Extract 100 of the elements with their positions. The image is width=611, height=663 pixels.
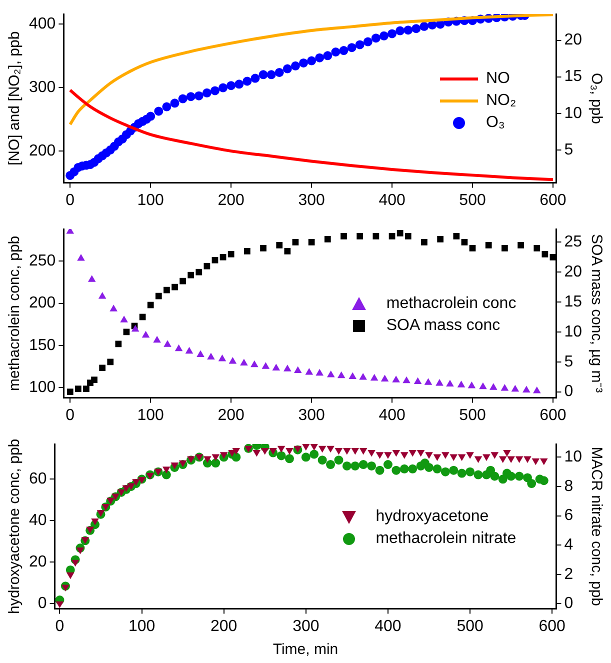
point <box>453 233 460 240</box>
point <box>404 233 412 240</box>
point <box>120 316 128 322</box>
point <box>196 268 202 276</box>
point <box>260 244 266 252</box>
point <box>185 346 194 354</box>
point <box>340 233 347 240</box>
point <box>372 233 380 240</box>
point <box>370 374 378 381</box>
y-axis-title: hydroxyacetone conc, ppb <box>6 438 24 614</box>
x-tick-label: 300 <box>298 192 326 209</box>
point <box>461 238 468 246</box>
point <box>228 357 237 364</box>
y-tick-label: 200 <box>28 294 56 312</box>
point <box>284 364 292 372</box>
x-tick-label: 0 <box>66 192 75 209</box>
x-tick-label: 500 <box>459 192 486 209</box>
point <box>348 372 356 379</box>
point <box>196 350 204 358</box>
y2-axis-title: MACR nitrate conc, ppb <box>588 446 605 606</box>
point <box>292 238 299 246</box>
point <box>402 376 410 384</box>
point <box>500 384 509 391</box>
point <box>436 378 444 386</box>
x-tick-label: 100 <box>137 406 164 424</box>
point <box>392 376 400 382</box>
x-tick-label: 600 <box>540 406 566 424</box>
point <box>490 383 498 390</box>
x-tick-label: 200 <box>218 192 245 209</box>
point <box>421 238 428 246</box>
x-axis-title: Time, min <box>272 641 338 658</box>
point <box>356 233 364 240</box>
y2-tick-label: 5 <box>564 353 574 370</box>
y2-tick-label: 15 <box>564 68 582 86</box>
point <box>244 248 250 254</box>
y-tick-label: 150 <box>28 336 56 354</box>
point <box>305 368 314 375</box>
point <box>164 340 172 347</box>
y2-tick-label: 10 <box>564 323 582 340</box>
legend-label: O₃ <box>486 113 505 134</box>
y-axis-title: methacrolein conc, ppb <box>6 236 24 391</box>
x-tick-label: 100 <box>137 192 164 209</box>
legend-label: methacrolein nitrate <box>376 529 516 550</box>
y-tick-label: 400 <box>28 16 56 33</box>
point <box>396 230 404 236</box>
point <box>479 382 487 390</box>
point <box>388 233 396 240</box>
y2-axis-title: SOA mass conc, µg m⁻³ <box>588 234 605 393</box>
point <box>250 360 258 368</box>
point <box>228 250 234 258</box>
point <box>522 386 530 392</box>
y-tick-label: 250 <box>28 252 56 270</box>
x-tick-label: 500 <box>456 618 484 635</box>
point <box>469 244 476 252</box>
point <box>532 386 541 394</box>
point <box>174 344 183 352</box>
point <box>437 236 444 242</box>
y-tick-label: 0 <box>38 595 47 612</box>
point <box>380 374 389 382</box>
point <box>534 244 540 252</box>
y2-tick-label: 25 <box>564 234 582 251</box>
point <box>308 238 315 246</box>
x-tick-label: 500 <box>459 406 486 424</box>
point <box>240 358 248 366</box>
point <box>88 275 96 282</box>
legend-label: methacrolein conc <box>386 294 516 314</box>
point <box>414 377 422 384</box>
legend-label: hydroxyacetone <box>376 507 489 528</box>
point <box>107 358 114 366</box>
point <box>142 330 150 338</box>
y2-tick-label: 5 <box>564 141 574 158</box>
point <box>424 378 432 385</box>
y-tick-label: 300 <box>28 79 56 96</box>
point <box>155 292 162 300</box>
y2-axis-title: O₃, ppb <box>588 72 605 124</box>
point <box>550 254 556 260</box>
x-tick-label: 100 <box>128 618 156 635</box>
point <box>218 354 226 362</box>
point <box>542 250 548 258</box>
point <box>204 262 210 270</box>
x-tick-label: 300 <box>292 618 320 635</box>
x-tick-label: 200 <box>218 406 245 424</box>
y-axis-title: [NO] and [NO₂], ppb <box>6 31 24 166</box>
point <box>502 244 508 252</box>
point <box>337 371 346 378</box>
point <box>446 380 454 387</box>
point <box>188 272 194 278</box>
legend-label: SOA mass conc <box>386 316 500 336</box>
point <box>276 242 283 248</box>
y2-tick-label: 8 <box>564 478 574 495</box>
x-tick-label: 600 <box>540 192 566 209</box>
x-tick-label: 0 <box>66 406 75 424</box>
point <box>131 324 140 332</box>
x-tick-label: 400 <box>374 618 402 635</box>
point <box>294 366 302 374</box>
y2-tick-label: 0 <box>564 595 574 612</box>
y2-tick-label: 10 <box>564 448 582 466</box>
point <box>75 386 82 392</box>
point <box>172 284 178 290</box>
y2-tick-label: 2 <box>564 566 574 583</box>
